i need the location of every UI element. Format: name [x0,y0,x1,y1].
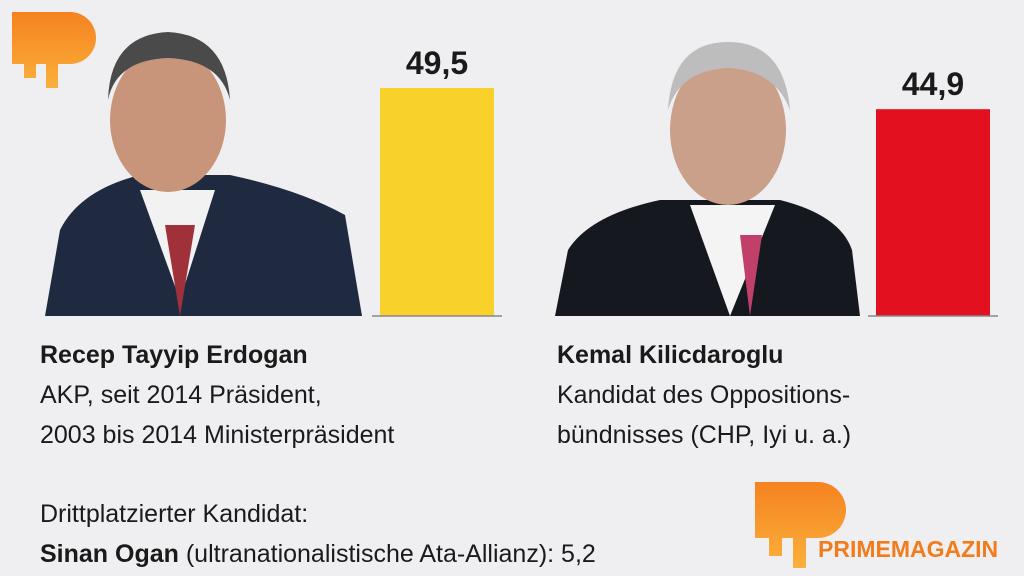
third-line: Sinan Ogan (ultranationalistische Ata-Al… [40,540,596,568]
third-heading: Drittplatzierter Kandidat: [40,500,308,528]
candidate-name: Recep Tayyip Erdogan [40,341,308,369]
candidate-photo [45,32,362,316]
third-value: 5,2 [561,540,596,568]
candidate-description: 2003 bis 2014 Ministerpräsident [40,421,394,449]
bar [876,109,990,316]
candidate-description: bündnisses (CHP, Iyi u. a.) [557,421,851,449]
value-label: 49,5 [406,45,468,81]
candidate-description: Kandidat des Oppositions- [557,381,850,409]
third-name: Sinan Ogan [40,540,179,568]
brand: PRIMEMAGAZIN [818,536,998,562]
logo [755,482,846,568]
bar [380,88,494,316]
candidate-photo [555,42,860,316]
candidate-description: AKP, seit 2014 Präsident, [40,381,322,409]
value-label: 44,9 [902,66,964,102]
third-party: (ultranationalistische Ata-Allianz): [186,540,554,568]
candidate-name: Kemal Kilicdaroglu [557,341,783,369]
logo [12,12,96,88]
